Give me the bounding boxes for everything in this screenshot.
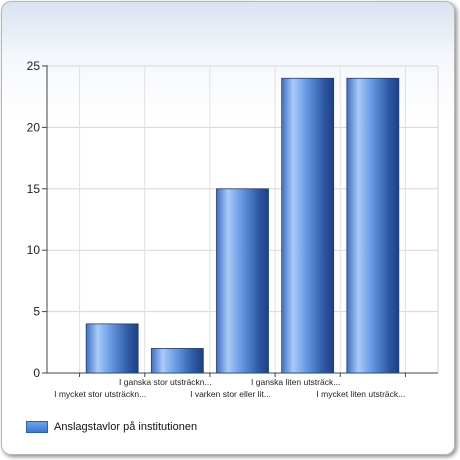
bar (281, 77, 335, 374)
legend-swatch (26, 421, 48, 433)
bar (216, 188, 269, 374)
y-tick-label: 5 (33, 305, 40, 319)
x-category-label: I ganska liten utsträck... (251, 377, 340, 387)
x-category-label: I mycket liten utsträck... (316, 389, 405, 399)
y-tick-label: 10 (27, 243, 41, 257)
x-category-labels: I mycket stor utsträckn... I ganska stor … (54, 377, 405, 399)
x-category-label: I varken stor eller lit... (190, 389, 271, 399)
y-tick-label: 20 (27, 120, 41, 134)
y-tick-label: 0 (33, 366, 40, 380)
bar (150, 348, 204, 374)
legend-label: Anslagstavlor på institutionen (54, 421, 198, 433)
y-tick-labels: 0 5 10 15 20 25 (27, 59, 41, 380)
legend: Anslagstavlor på institutionen (26, 421, 197, 433)
y-tick-label: 25 (27, 59, 41, 73)
x-category-label: I ganska stor utsträckn... (119, 377, 212, 387)
bar (346, 77, 400, 374)
x-category-label: I mycket stor utsträckn... (54, 389, 146, 399)
bar (85, 323, 139, 374)
y-tick-label: 15 (27, 182, 41, 196)
bars (85, 77, 400, 374)
